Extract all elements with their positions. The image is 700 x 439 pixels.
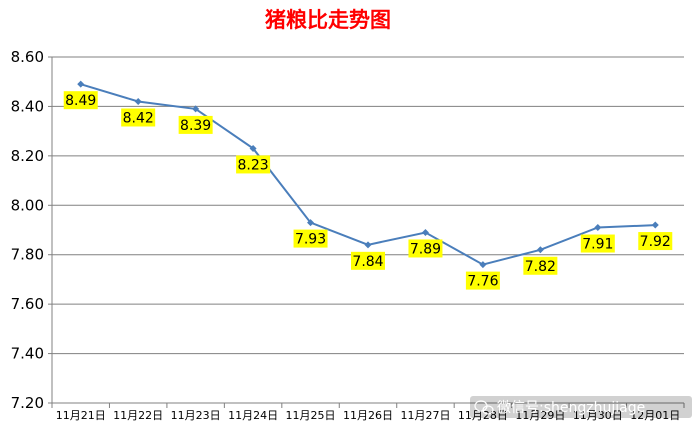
data-point [651,221,659,229]
chart-title: 猪粮比走势图 [264,8,391,32]
y-tick-label: 7.40 [11,345,44,363]
y-tick-label: 7.60 [11,295,44,313]
data-label-background [236,155,271,174]
data-point [421,228,429,236]
data-label: 8.42 [123,110,154,126]
data-point [479,261,487,269]
data-point [77,80,85,88]
y-tick-label: 7.80 [11,246,44,264]
data-label: 7.76 [467,274,498,290]
series-layer [77,80,659,269]
x-tick-label: 11月26日 [343,409,393,422]
x-tick-label: 11月23日 [171,409,221,422]
data-label-background [178,115,213,134]
data-label-background [293,229,328,248]
x-tick-label: 11月21日 [56,409,106,422]
data-label: 8.39 [180,118,211,134]
x-tick-label: 11月28日 [458,409,508,422]
data-label: 8.49 [65,93,96,109]
data-point [307,219,315,227]
data-label-background [580,234,615,253]
data-label: 7.89 [410,241,441,257]
wechat-icon [474,400,494,415]
y-tick-label: 8.40 [11,97,44,115]
watermark: 微信号:shengzhujiage [470,396,692,418]
x-tick-label: 11月27日 [400,409,450,422]
y-tick-label: 8.60 [11,48,44,66]
data-label: 7.91 [582,237,613,253]
data-label-background [63,91,98,110]
data-point [249,144,257,152]
data-point [536,246,544,254]
data-point [364,241,372,249]
watermark-text: 微信号:shengzhujiage [497,400,645,416]
data-label-background [351,251,385,270]
grid-layer [52,56,684,404]
data-point [594,224,602,232]
y-tick-label: 8.00 [11,196,44,214]
data-label-background [465,271,500,290]
data-label: 7.84 [352,254,383,270]
data-label-background [408,239,443,258]
x-tick-label: 12月01日 [630,409,680,422]
data-label-background [523,256,558,275]
x-tick-label: 11月25日 [286,409,336,422]
data-label: 7.92 [640,234,671,250]
series-line [80,83,656,266]
watermark-background [470,396,692,418]
axis-layer: 7.20 7.40 7.60 7.80 8.00 8.20 8.40 8.60 11月21日 11… [11,48,685,422]
x-tick-label: 11月30日 [573,409,623,422]
data-label: 8.23 [238,157,269,173]
data-point [134,97,142,105]
x-tick-label: 11月29日 [515,409,565,422]
data-label-background [638,232,673,251]
x-tick-label: 11月24日 [228,409,278,422]
data-label-background [121,108,156,127]
x-tick-label: 11月22日 [113,409,163,422]
y-tick-label: 7.20 [11,394,44,412]
label-layer: 8.49 8.42 8.39 8.23 7.93 7.84 7.89 7.76 7.82 7.91… [63,91,673,290]
data-label: 7.93 [295,232,326,248]
data-point [192,105,200,113]
data-label: 7.82 [525,259,556,275]
y-tick-label: 8.20 [11,147,44,165]
